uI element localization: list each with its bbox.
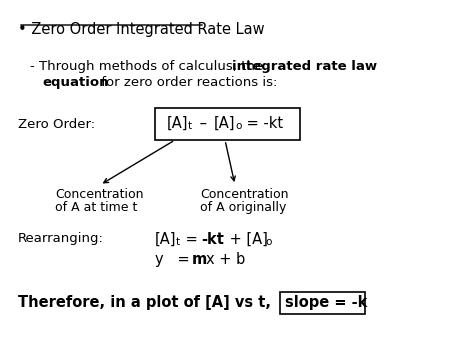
Text: [A]: [A] — [155, 232, 176, 247]
Text: t: t — [188, 121, 192, 131]
Text: slope = -k: slope = -k — [285, 295, 367, 310]
Text: - Through methods of calculus, the: - Through methods of calculus, the — [30, 60, 267, 73]
Text: integrated rate law: integrated rate law — [232, 60, 377, 73]
Text: t: t — [176, 237, 180, 247]
Text: Therefore, in a plot of [A] vs t,: Therefore, in a plot of [A] vs t, — [18, 295, 271, 310]
Text: equation: equation — [42, 76, 109, 89]
Text: of A at time t: of A at time t — [55, 201, 137, 214]
Text: -kt: -kt — [201, 232, 224, 247]
Text: [A]: [A] — [214, 116, 236, 131]
Text: –: – — [195, 116, 211, 131]
Text: o: o — [265, 237, 272, 247]
Text: Concentration: Concentration — [55, 188, 144, 201]
Text: y   =: y = — [155, 252, 199, 267]
Text: =: = — [181, 232, 202, 247]
Text: for zero order reactions is:: for zero order reactions is: — [97, 76, 277, 89]
Text: of A originally: of A originally — [200, 201, 286, 214]
Text: Zero Order:: Zero Order: — [18, 118, 95, 131]
Text: o: o — [235, 121, 241, 131]
Text: + [A]: + [A] — [225, 232, 268, 247]
Text: Concentration: Concentration — [200, 188, 289, 201]
Text: m: m — [192, 252, 207, 267]
Text: = -kt: = -kt — [242, 116, 283, 131]
Text: • Zero Order Integrated Rate Law: • Zero Order Integrated Rate Law — [18, 22, 264, 37]
Text: [A]: [A] — [167, 116, 189, 131]
FancyBboxPatch shape — [155, 108, 300, 140]
Text: x + b: x + b — [206, 252, 245, 267]
FancyBboxPatch shape — [280, 292, 365, 314]
Text: Rearranging:: Rearranging: — [18, 232, 104, 245]
